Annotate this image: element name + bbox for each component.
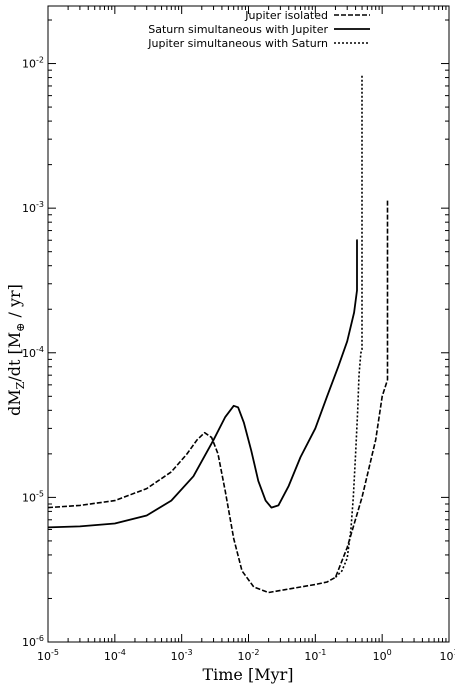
series-line-3 xyxy=(334,73,363,578)
plot-frame xyxy=(47,5,450,643)
x-tick-label: 100 xyxy=(373,648,392,663)
series-line-2 xyxy=(47,239,358,529)
x-tick-label: 10-1 xyxy=(304,648,326,663)
tick-labels-layer: 10-510-410-310-210-110010110-610-510-410… xyxy=(22,56,455,663)
series-layer xyxy=(47,73,389,594)
ticks-layer xyxy=(47,6,450,643)
x-tick-label: 10-5 xyxy=(37,648,59,663)
x-tick-label: 10-2 xyxy=(238,648,260,663)
y-tick-label: 10-6 xyxy=(22,634,44,649)
legend-label: Jupiter simultaneous with Saturn xyxy=(147,37,328,50)
legend-label: Jupiter isolated xyxy=(244,9,328,22)
y-tick-label: 10-4 xyxy=(22,345,44,360)
x-tick-label: 10-4 xyxy=(104,648,126,663)
y-axis-label: dMZ/dt [M⊕ / yr] xyxy=(5,284,27,416)
y-tick-label: 10-3 xyxy=(22,200,44,215)
series-line-1 xyxy=(47,199,389,594)
y-tick-label: 10-2 xyxy=(22,56,44,71)
x-tick-label: 101 xyxy=(439,648,455,663)
legend-label: Saturn simultaneous with Jupiter xyxy=(148,23,328,36)
x-axis-label: Time [Myr] xyxy=(202,665,293,684)
y-tick-label: 10-5 xyxy=(22,489,44,504)
x-tick-label: 10-3 xyxy=(171,648,193,663)
